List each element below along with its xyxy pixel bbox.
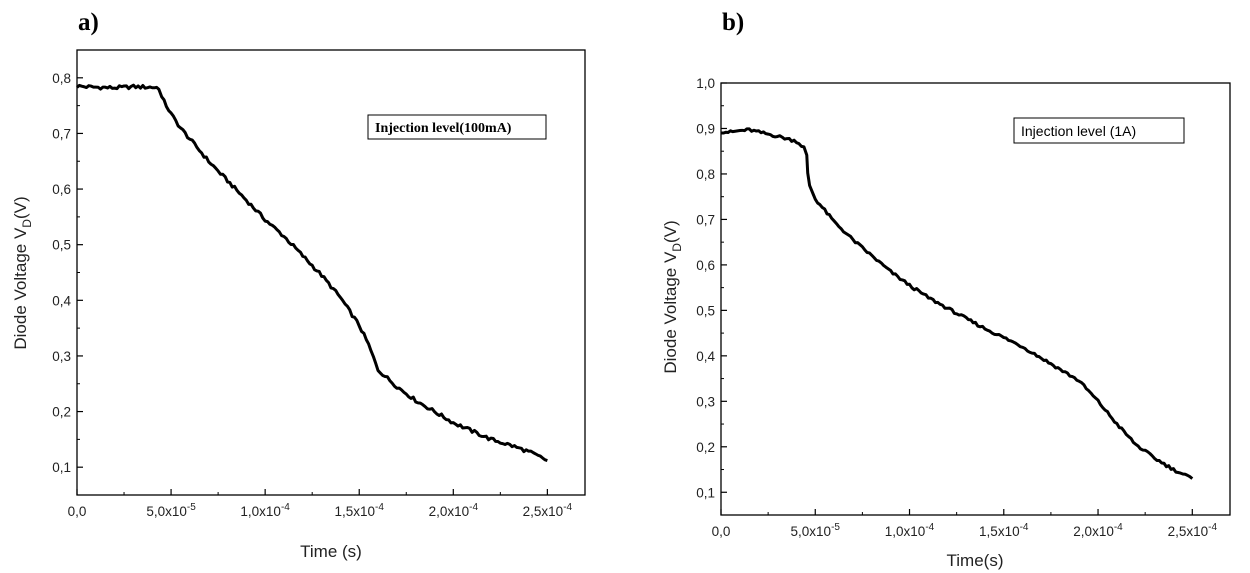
annotation-text-a: Injection level(100mA) [375,121,512,136]
y-tick-label-b: 0,2 [696,440,715,455]
y-ticks-b: 0,1 0,2 0,3 0,4 0,5 0,6 0,7 0,8 0,9 1,0 [696,76,727,500]
y-axis-label-sub-a: D [20,219,34,228]
y-tick-label-b: 0,4 [696,349,715,364]
plot-frame-b [720,82,1231,516]
x-tick-label-b: 5,0x10-5 [791,522,841,539]
y-tick-label-b: 0,7 [696,212,715,227]
y-tick-label-a: 0,8 [52,71,71,86]
y-axis-label-main-a: Diode Voltage V [11,227,30,350]
y-tick-label-a: 0,6 [52,182,71,197]
y-tick-label-b: 1,0 [696,76,715,91]
x-ticks-a: 0,0 5,0x10-5 1,0x10-4 1,5x10-4 2,0x10-4 2,5x1… [68,489,573,519]
y-ticks-a: 0,1 0,2 0,3 0,4 0,5 0,6 0,7 0,8 [52,71,83,475]
x-tick-label-b: 2,5x10-4 [1168,522,1218,539]
x-tick-label-a: 0,0 [68,504,87,519]
annotation-text-b: Injection level (1A) [1021,123,1136,139]
series-line-b [720,127,1194,480]
x-tick-label-a: 2,5x10-4 [523,502,573,519]
x-tick-label-b: 2,0x10-4 [1073,522,1123,539]
x-tick-label-a: 1,0x10-4 [240,502,290,519]
series-line-a [76,83,548,462]
y-tick-label-b: 0,5 [696,303,715,318]
y-tick-label-a: 0,1 [52,460,71,475]
annotation-b: Injection level (1A) [1013,117,1185,144]
annotation-box-a [367,114,547,140]
y-axis-label-tail-b: (V) [661,220,680,243]
x-tick-label-b: 1,5x10-4 [979,522,1029,539]
y-axis-label-main-b: Diode Voltage V [661,251,680,374]
annotation-box-b [1013,117,1185,144]
x-tick-label-a: 1,5x10-4 [334,502,384,519]
x-tick-label-b: 1,0x10-4 [885,522,935,539]
y-tick-label-b: 0,8 [696,167,715,182]
x-ticks-b: 0,0 5,0x10-5 1,0x10-4 1,5x10-4 2,0x10-4 2,5x1… [712,509,1218,539]
y-tick-label-a: 0,2 [52,405,71,420]
x-tick-label-a: 5,0x10-5 [146,502,196,519]
panel-a: a) 0,0 5,0x10-5 1,0x10-4 1,5x10-4 2,0x10-4 2,… [11,9,586,561]
y-axis-label-b: Diode Voltage VD(V) [661,220,684,373]
y-tick-label-b: 0,6 [696,258,715,273]
y-tick-label-b: 0,9 [696,121,715,136]
y-axis-label-sub-b: D [670,243,684,252]
y-axis-label-tail-a: (V) [11,196,30,219]
panel-label-a: a) [78,9,99,36]
y-tick-label-a: 0,4 [52,293,71,308]
y-tick-label-a: 0,3 [52,349,71,364]
y-tick-label-a: 0,7 [52,126,71,141]
x-tick-label-b: 0,0 [712,524,731,539]
annotation-a: Injection level(100mA) [367,114,547,140]
x-axis-label-a: Time (s) [300,542,362,561]
x-axis-label-b: Time(s) [947,551,1004,570]
panel-label-b: b) [722,9,744,36]
y-tick-label-a: 0,5 [52,238,71,253]
y-axis-label-a: Diode Voltage VD(V) [11,196,34,349]
panel-b: b) 0,0 5,0x10-5 1,0x10-4 1,5x10-4 2,0x10-4 2,… [661,9,1231,570]
x-tick-label-a: 2,0x10-4 [429,502,479,519]
y-tick-label-b: 0,1 [696,485,715,500]
y-tick-label-b: 0,3 [696,394,715,409]
